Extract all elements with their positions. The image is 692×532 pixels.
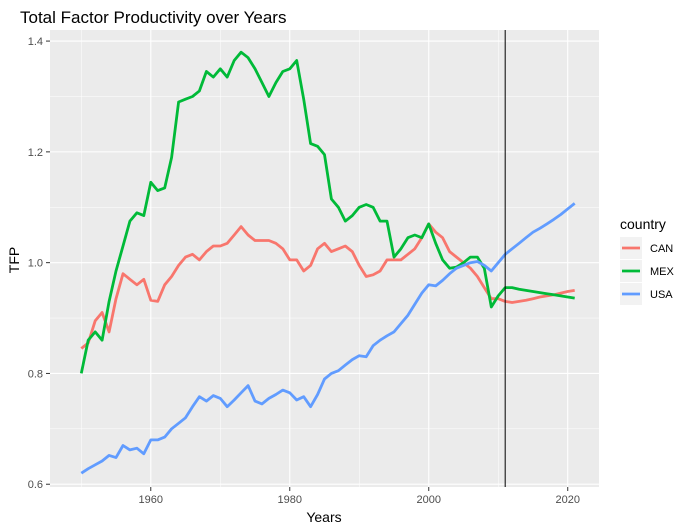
legend-label-mex: MEX [650,266,675,278]
y-tick-label: 0.6 [28,479,43,491]
y-axis-title: TFP [6,247,22,273]
y-axis-ticks: 0.6 0.8 1.0 1.2 1.4 [28,36,50,491]
legend-title: country [620,216,666,232]
x-tick-label: 1980 [278,494,302,506]
plot-panel [50,30,599,487]
x-tick-label: 2020 [555,494,579,506]
legend: country CAN MEX USA [620,216,675,305]
series-line-can [80,222,575,350]
x-axis-ticks: 1960 1980 2000 2020 [139,487,580,506]
y-tick-label: 1.2 [28,147,43,159]
series-line-mex [79,50,575,374]
y-tick-label: 1.4 [28,36,43,48]
y-tick-label: 0.8 [28,368,43,380]
legend-label-can: CAN [650,243,673,255]
x-tick-label: 1960 [139,494,163,506]
x-tick-label: 2000 [416,494,440,506]
series-line-usa [80,202,576,475]
grid-lines [50,30,599,487]
y-tick-label: 1.0 [28,258,43,270]
chart-title: Total Factor Productivity over Years [20,8,286,27]
x-axis-title: Years [306,509,341,525]
series-lines [79,50,576,475]
legend-label-usa: USA [650,289,673,301]
